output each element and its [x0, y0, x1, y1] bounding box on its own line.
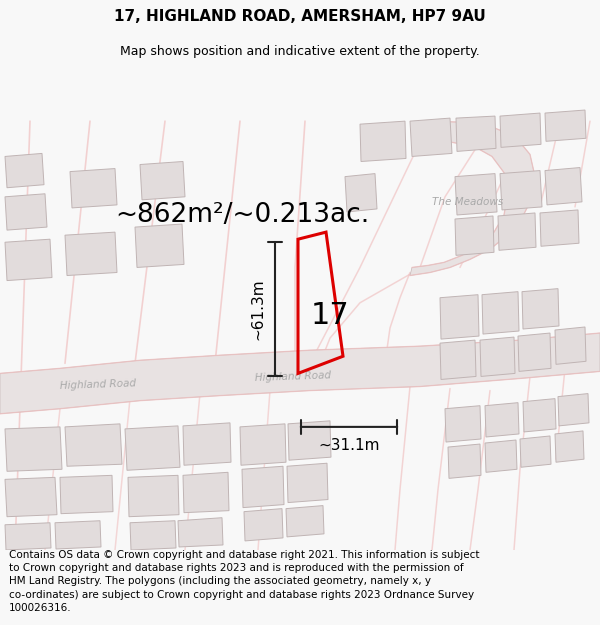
Polygon shape: [410, 118, 452, 156]
Polygon shape: [445, 406, 481, 442]
Text: ~61.3m: ~61.3m: [250, 278, 265, 339]
Polygon shape: [128, 476, 179, 517]
Polygon shape: [242, 466, 284, 508]
Polygon shape: [480, 337, 515, 376]
Text: Highland Road: Highland Road: [255, 370, 332, 382]
Polygon shape: [125, 426, 180, 470]
Polygon shape: [65, 424, 122, 466]
Text: Highland Road: Highland Road: [60, 378, 137, 391]
Polygon shape: [518, 333, 551, 371]
Polygon shape: [140, 161, 185, 200]
Polygon shape: [440, 295, 479, 339]
Polygon shape: [0, 333, 600, 414]
Polygon shape: [360, 121, 406, 161]
Polygon shape: [135, 224, 184, 268]
Polygon shape: [540, 210, 579, 246]
Polygon shape: [455, 174, 497, 215]
Polygon shape: [286, 506, 324, 537]
Polygon shape: [555, 327, 586, 364]
Text: Map shows position and indicative extent of the property.: Map shows position and indicative extent…: [120, 45, 480, 58]
Polygon shape: [130, 521, 176, 550]
Polygon shape: [178, 518, 223, 547]
Polygon shape: [410, 121, 535, 276]
Polygon shape: [500, 171, 542, 210]
Polygon shape: [456, 116, 496, 151]
Polygon shape: [485, 440, 517, 472]
Polygon shape: [498, 213, 536, 250]
Polygon shape: [5, 427, 62, 471]
Polygon shape: [545, 168, 582, 205]
Polygon shape: [500, 113, 541, 148]
Polygon shape: [455, 216, 494, 256]
Polygon shape: [65, 232, 117, 276]
Polygon shape: [288, 421, 331, 460]
Polygon shape: [5, 239, 52, 281]
Polygon shape: [520, 436, 551, 468]
Polygon shape: [5, 478, 57, 517]
Polygon shape: [240, 424, 286, 465]
Polygon shape: [440, 340, 476, 379]
Polygon shape: [523, 399, 556, 432]
Text: The Meadows: The Meadows: [433, 197, 503, 207]
Polygon shape: [482, 292, 519, 334]
Text: 17, HIGHLAND ROAD, AMERSHAM, HP7 9AU: 17, HIGHLAND ROAD, AMERSHAM, HP7 9AU: [114, 9, 486, 24]
Polygon shape: [55, 521, 101, 549]
Polygon shape: [485, 402, 519, 437]
Polygon shape: [555, 431, 584, 462]
Polygon shape: [287, 463, 328, 503]
Text: ~31.1m: ~31.1m: [318, 438, 380, 452]
Text: ~862m²/~0.213ac.: ~862m²/~0.213ac.: [115, 202, 369, 228]
Polygon shape: [545, 110, 586, 141]
Polygon shape: [183, 472, 229, 512]
Polygon shape: [5, 153, 44, 188]
Polygon shape: [558, 394, 589, 426]
Polygon shape: [522, 289, 559, 329]
Text: Contains OS data © Crown copyright and database right 2021. This information is : Contains OS data © Crown copyright and d…: [9, 550, 479, 612]
Polygon shape: [183, 423, 231, 465]
Polygon shape: [345, 174, 377, 212]
Polygon shape: [5, 522, 51, 550]
Polygon shape: [448, 444, 481, 478]
Text: 17: 17: [311, 301, 349, 331]
Polygon shape: [60, 476, 113, 514]
Polygon shape: [5, 194, 47, 230]
Polygon shape: [244, 509, 283, 541]
Polygon shape: [70, 169, 117, 208]
